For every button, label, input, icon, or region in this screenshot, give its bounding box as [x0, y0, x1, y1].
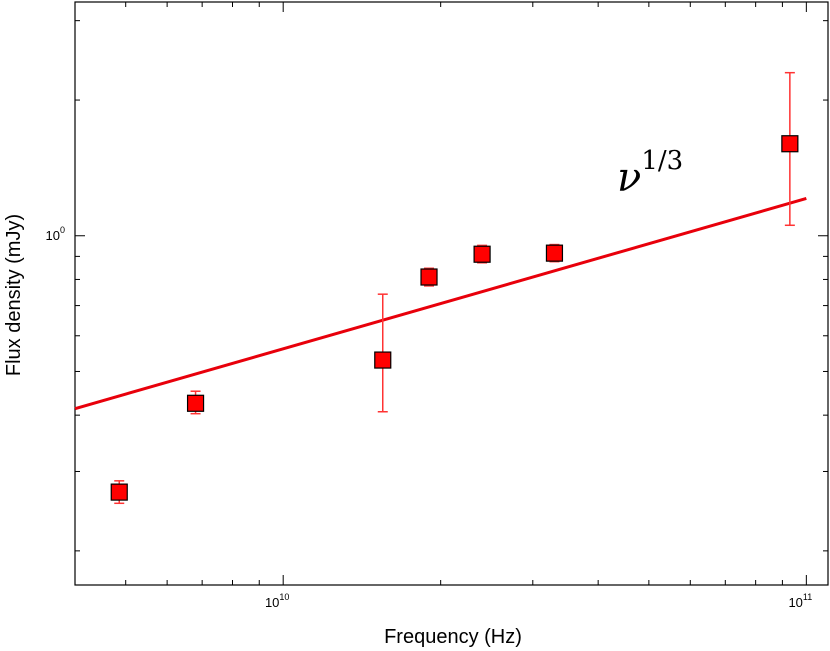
axes-frame: [74, 1, 829, 586]
error-bars: [114, 71, 795, 505]
x-tick-label: 1011: [788, 592, 812, 610]
data-point-marker: [545, 244, 564, 262]
data-point-marker: [420, 268, 438, 286]
data-point-marker: [374, 351, 392, 369]
x-tick-label-exponent: 11: [803, 592, 812, 602]
y-tick-label-base: 10: [46, 228, 60, 243]
data-point-marker: [186, 394, 205, 412]
x-tick-label-base: 10: [788, 595, 802, 610]
x-tick-label: 1010: [265, 592, 289, 610]
x-axis-label: Frequency (Hz): [384, 626, 522, 648]
fit-line-annotation-exponent: 1/3: [641, 146, 683, 176]
data-point-marker: [781, 135, 799, 153]
fit-line-annotation-symbol: ν: [617, 155, 641, 201]
y-axis-label: Flux density (mJy): [3, 214, 25, 376]
x-tick-label-base: 10: [265, 595, 279, 610]
y-tick-label-exponent: 0: [60, 225, 65, 235]
fit-line-layer: [74, 196, 807, 411]
plot-border: [74, 1, 829, 586]
data-markers: [110, 135, 799, 501]
x-tick-label-exponent: 10: [279, 592, 289, 602]
y-axis-ticks: 100: [46, 20, 828, 552]
data-point-marker: [473, 245, 491, 263]
data-point-marker: [110, 483, 128, 501]
fit-line-annotation: ν1/3: [617, 146, 683, 201]
y-tick-label: 100: [46, 225, 65, 243]
x-axis-ticks: 1010 1011: [74, 2, 812, 610]
fit-line: [74, 196, 807, 411]
